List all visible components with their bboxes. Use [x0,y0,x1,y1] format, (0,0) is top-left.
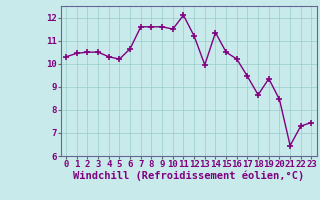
X-axis label: Windchill (Refroidissement éolien,°C): Windchill (Refroidissement éolien,°C) [73,171,304,181]
